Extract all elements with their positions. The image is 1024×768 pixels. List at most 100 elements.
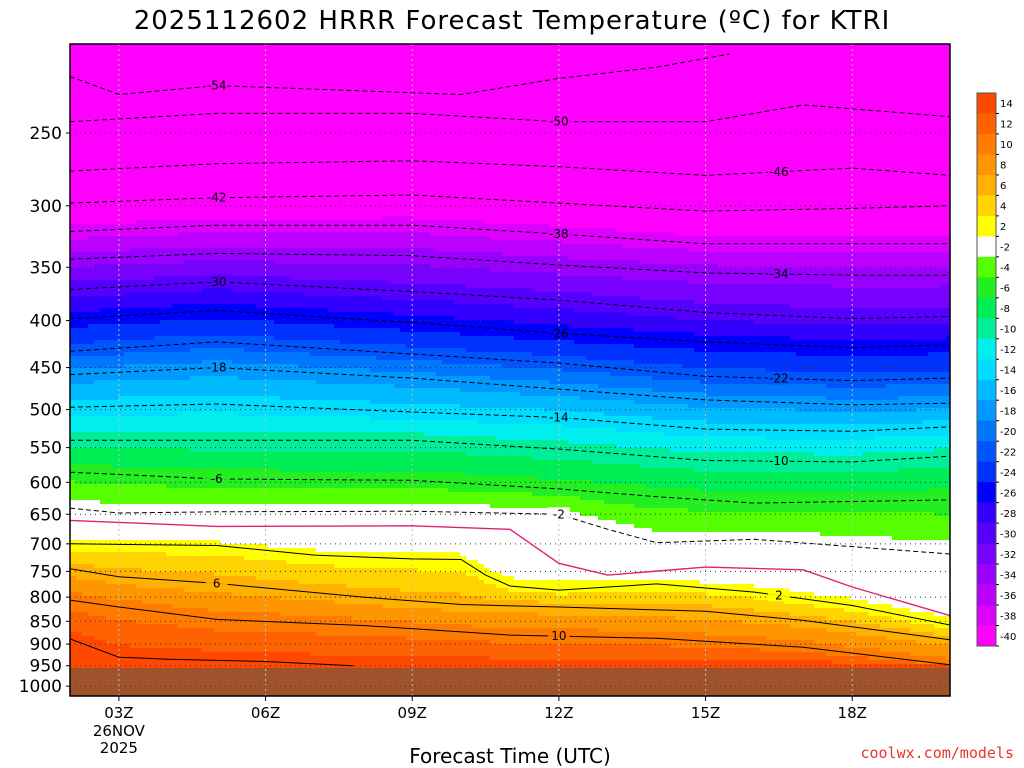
isotherm-label-bg: [767, 588, 790, 602]
colorbar-swatch: [977, 605, 996, 626]
isotherm-label-bg: [205, 576, 228, 590]
isotherm-label-bg: [767, 371, 790, 385]
colorbar-swatch: [977, 256, 996, 278]
isotherm-label-bg: [547, 410, 570, 424]
colorbar-frame: [976, 92, 997, 647]
colorbar-label: 12: [1000, 120, 1013, 131]
colorbar-label: -28: [1000, 509, 1016, 520]
y-tick-label: 450: [30, 359, 62, 379]
y-tick-label: 700: [30, 535, 62, 555]
isotherm-label: 2: [775, 588, 783, 602]
y-tick-label: 500: [30, 401, 62, 421]
colorbar-label: -38: [1000, 611, 1016, 622]
isotherm-line: [70, 53, 731, 96]
y-tick-label: 350: [30, 258, 62, 278]
isotherm-label-bg: [547, 629, 570, 643]
plot-frame: [69, 43, 951, 697]
x-tick-label: 12Z: [544, 704, 573, 722]
y-tick-label: 850: [30, 612, 62, 632]
colorbar-label: 4: [1000, 202, 1006, 213]
isotherm-label-bg: [205, 78, 228, 92]
colorbar-swatch: [977, 420, 996, 442]
isotherm-label: -46: [769, 165, 789, 179]
colorbar-label: -12: [1000, 345, 1016, 356]
colorbar-swatch: [977, 318, 996, 340]
colorbar-label: 2: [1000, 222, 1006, 233]
isotherm-line: [70, 341, 950, 382]
colorbar-swatch: [977, 461, 996, 483]
colorbar-swatch: [977, 543, 996, 565]
y-tick-label: 650: [30, 505, 62, 525]
isotherm-line: [70, 638, 354, 667]
colorbar-swatch: [977, 154, 996, 176]
colorbar-swatch: [977, 482, 996, 504]
x-tick-label: 15Z: [691, 704, 720, 722]
y-tick-label: 250: [30, 124, 62, 144]
colorbar-label: -22: [1000, 447, 1016, 458]
isotherm-label: -18: [207, 361, 227, 375]
colorbar-label: -24: [1000, 468, 1016, 479]
x-axis-title: Forecast Time (UTC): [300, 744, 720, 768]
isotherm-label-bg: [547, 114, 570, 128]
colorbar-swatch: [977, 502, 996, 524]
colorbar-swatch: [977, 215, 996, 237]
isotherm-label: -50: [549, 115, 569, 129]
y-tick-label: 950: [30, 657, 62, 677]
isotherm-label: 10: [551, 629, 566, 643]
colorbar-swatch: [977, 441, 996, 463]
colorbar-swatch: [977, 379, 996, 401]
isotherm-label-bg: [205, 471, 228, 485]
colorbar-label: -14: [1000, 366, 1016, 377]
isotherm-label: -26: [549, 326, 569, 340]
freezing-line: [70, 519, 950, 617]
colorbar-label: -20: [1000, 427, 1016, 438]
isotherm-label-bg: [547, 507, 570, 521]
x-date-label: 2025: [100, 739, 138, 757]
isotherm-label: -42: [207, 191, 227, 205]
isotherm-label-bg: [547, 227, 570, 241]
ground-area: [70, 667, 950, 696]
colorbar-swatch: [977, 93, 996, 114]
chart-title: 2025112602 HRRR Forecast Temperature (ºC…: [0, 6, 1024, 36]
y-tick-label: 1000: [19, 677, 62, 697]
isotherm-line: [70, 160, 950, 176]
isotherm-label: -54: [207, 79, 227, 93]
isotherm-label-bg: [767, 164, 790, 178]
colorbar-label: 14: [1000, 99, 1013, 110]
colorbar-swatch: [977, 236, 996, 258]
colorbar-swatch: [977, 133, 996, 155]
colorbar-swatch: [977, 297, 996, 319]
isotherm-label: -30: [207, 275, 227, 289]
x-tick-label: 03Z: [104, 704, 133, 722]
isotherm-label: -22: [769, 371, 789, 385]
colorbar-swatch: [977, 195, 996, 217]
isotherm-label-bg: [547, 326, 570, 340]
colorbar-label: -2: [1000, 243, 1010, 254]
source-credit: coolwx.com/models: [860, 744, 1014, 762]
y-tick-label: 400: [30, 312, 62, 332]
colorbar-swatch: [977, 625, 996, 647]
isotherm-label: -6: [211, 472, 223, 486]
colorbar-swatch: [977, 584, 996, 606]
isotherm-label: -38: [549, 227, 569, 241]
colorbar-swatch: [977, 523, 996, 544]
colorbar-swatch: [977, 113, 996, 135]
isotherm-label-bg: [767, 454, 790, 468]
isotherm-line: [70, 252, 950, 276]
isotherm-label: -10: [769, 454, 789, 468]
colorbar-label: -32: [1000, 550, 1016, 561]
colorbar-label: -18: [1000, 406, 1016, 417]
colorbar-swatch: [977, 338, 996, 360]
colorbar-swatch: [977, 174, 996, 196]
colorbar-label: -26: [1000, 488, 1016, 499]
temperature-field: [70, 44, 950, 696]
isotherm-label-bg: [205, 190, 228, 204]
colorbar-label: -16: [1000, 386, 1016, 397]
colorbar-swatch: [977, 277, 996, 299]
colorbar-label: -34: [1000, 570, 1016, 581]
x-date-label: 26NOV: [93, 722, 146, 740]
colorbar-label: -10: [1000, 325, 1016, 336]
isotherm-line: [70, 568, 950, 641]
isotherm-label-bg: [205, 360, 228, 374]
